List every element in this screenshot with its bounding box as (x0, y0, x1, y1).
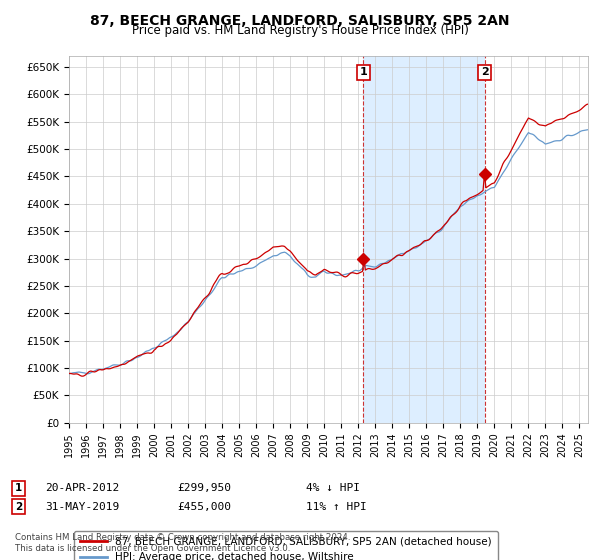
Text: 20-APR-2012: 20-APR-2012 (45, 483, 119, 493)
Text: 2: 2 (15, 502, 22, 512)
Text: 11% ↑ HPI: 11% ↑ HPI (306, 502, 367, 512)
Legend: 87, BEECH GRANGE, LANDFORD, SALISBURY, SP5 2AN (detached house), HPI: Average pr: 87, BEECH GRANGE, LANDFORD, SALISBURY, S… (74, 531, 498, 560)
Text: Contains HM Land Registry data © Crown copyright and database right 2024.
This d: Contains HM Land Registry data © Crown c… (15, 533, 350, 553)
Text: £455,000: £455,000 (177, 502, 231, 512)
Text: Price paid vs. HM Land Registry's House Price Index (HPI): Price paid vs. HM Land Registry's House … (131, 24, 469, 36)
Text: 2: 2 (481, 67, 488, 77)
Text: £299,950: £299,950 (177, 483, 231, 493)
Text: 87, BEECH GRANGE, LANDFORD, SALISBURY, SP5 2AN: 87, BEECH GRANGE, LANDFORD, SALISBURY, S… (90, 14, 510, 28)
Text: 1: 1 (359, 67, 367, 77)
Text: 4% ↓ HPI: 4% ↓ HPI (306, 483, 360, 493)
Text: 31-MAY-2019: 31-MAY-2019 (45, 502, 119, 512)
Bar (364, 56, 485, 423)
Text: 1: 1 (15, 483, 22, 493)
